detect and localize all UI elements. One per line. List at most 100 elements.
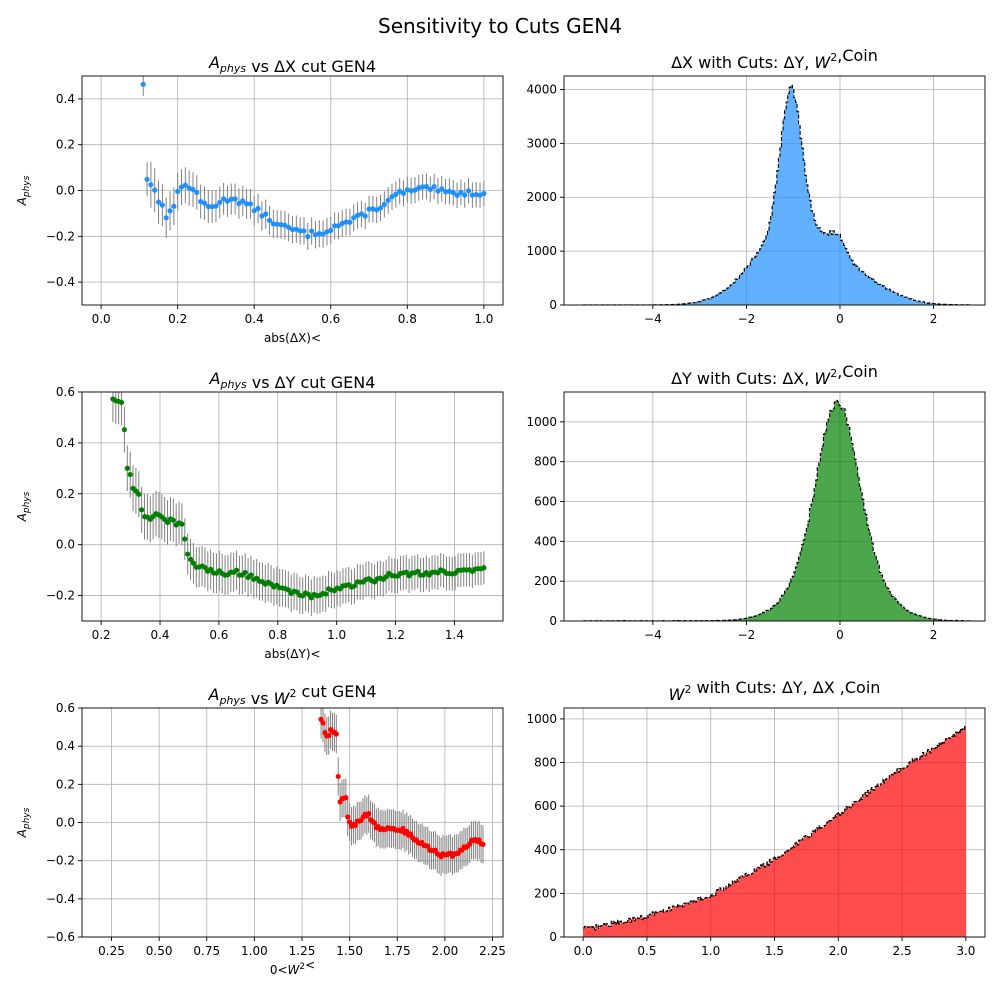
x-tick-label: 3.0 (956, 944, 975, 958)
data-point (371, 820, 378, 826)
data-point (170, 517, 176, 523)
x-tick-label: 0 (836, 628, 844, 642)
figure-title: Sensitivity to Cuts GEN4 (378, 14, 622, 38)
x-tick-label: −4 (644, 312, 662, 326)
y-tick-label: 0.4 (56, 436, 75, 450)
dy-hist-panel: −4 −2 0 2 0 200 400 600 800 1000 ΔY with Cuts: ΔX,… (526, 362, 986, 642)
x-tick-label: 1.0 (327, 628, 346, 642)
data-point (251, 208, 257, 214)
x-tick-label: 0.4 (245, 312, 264, 326)
data-point (381, 201, 387, 207)
data-point (425, 843, 431, 849)
data-point (266, 217, 273, 224)
y-tick-label: 0.2 (56, 487, 75, 501)
y-tick-label: 0.0 (56, 538, 75, 552)
aphys-vs-w2-plot-area (318, 708, 486, 876)
aphys-vs-dy-panel: 0.2 0.4 0.6 0.8 1.0 1.2 1.4 −0.2 0.0 0.2 0.4 0.6 Aph… (15, 369, 504, 661)
y-tick-label: 2000 (526, 190, 557, 204)
x-tick-label: 0 (836, 312, 844, 326)
x-tick-label: −2 (738, 312, 756, 326)
data-point (208, 566, 214, 572)
y-tick-label: 0 (549, 298, 557, 312)
data-point (328, 227, 334, 233)
y-tick-label: 0.2 (56, 138, 75, 152)
x-tick-label: 1.50 (336, 944, 363, 958)
data-point (343, 794, 349, 801)
x-axis-label: abs(ΔX)< (264, 331, 321, 345)
y-tick-label: 200 (534, 574, 557, 588)
data-point (345, 814, 351, 820)
data-point (403, 569, 409, 575)
data-point (323, 591, 329, 597)
data-point (164, 519, 171, 526)
data-point (412, 187, 418, 193)
data-point (263, 211, 269, 217)
chart-title: W2 with Cuts: ΔY, ΔX ,Coin (669, 678, 881, 704)
x-tick-label: 2.0 (829, 944, 848, 958)
y-tick-label: 800 (534, 756, 557, 770)
x-tick-label: 0.50 (146, 944, 173, 958)
data-point (242, 569, 248, 576)
data-point (450, 190, 456, 196)
data-point (221, 196, 227, 202)
data-point (118, 399, 125, 406)
y-tick-label: 1000 (526, 244, 557, 258)
data-point (305, 591, 312, 597)
data-point (415, 568, 421, 574)
y-tick-label: −0.6 (46, 930, 75, 944)
data-point (366, 811, 372, 817)
data-point (442, 189, 449, 195)
y-axis-label: Aphys (15, 175, 32, 206)
data-point (278, 222, 284, 228)
data-point (240, 198, 246, 204)
data-point (124, 465, 130, 471)
data-point (205, 203, 211, 210)
data-point (248, 572, 254, 578)
data-point (389, 194, 395, 200)
data-point (462, 192, 468, 198)
x-tick-label: 1.00 (241, 944, 268, 958)
data-point (179, 521, 185, 527)
data-point (458, 189, 464, 195)
x-tick-label: −2 (738, 628, 756, 642)
y-tick-label: 0.6 (56, 701, 75, 715)
data-point (347, 219, 353, 225)
w2-hist-plot-area (583, 725, 966, 937)
data-point (465, 188, 472, 194)
data-point (393, 191, 399, 197)
x-axis-label: abs(ΔY)< (264, 647, 320, 661)
chart-title: ΔX with Cuts: ΔY, W2,Coin (671, 46, 878, 72)
axes-frame (81, 391, 504, 622)
chart-title: Aphys vs ΔX cut GEN4 (208, 53, 376, 76)
data-point (140, 81, 146, 87)
x-tick-label: 0.2 (168, 312, 187, 326)
data-point (201, 200, 208, 206)
data-point (435, 188, 441, 194)
data-point (385, 197, 391, 203)
x-tick-label: 2.5 (893, 944, 912, 958)
data-point (121, 427, 128, 433)
chart-title: Aphys vs ΔY cut GEN4 (209, 369, 376, 392)
data-point (473, 191, 479, 198)
y-tick-label: −0.2 (46, 854, 75, 868)
data-point (190, 186, 196, 193)
data-point (404, 828, 410, 834)
x-tick-label: 1.0 (474, 312, 493, 326)
x-tick-label: 2 (930, 628, 938, 642)
x-tick-label: 0.6 (321, 312, 340, 326)
x-tick-label: 0.0 (574, 944, 593, 958)
x-tick-label: 2.25 (479, 944, 506, 958)
data-point (420, 184, 426, 190)
data-point (282, 222, 288, 228)
data-point (255, 205, 261, 212)
data-point (182, 182, 188, 188)
data-point (194, 189, 200, 196)
y-tick-label: 0.2 (56, 777, 75, 791)
x-tick-label: 1.5 (765, 944, 784, 958)
aphys-vs-dx-panel: 0.0 0.2 0.4 0.6 0.8 1.0 −0.4 −0.2 0.0 0.2 0.4 Aphys… (15, 53, 504, 345)
data-point (347, 819, 353, 825)
dy-hist-plot-area (582, 399, 971, 621)
y-tick-label: −0.2 (46, 229, 75, 243)
data-point (289, 226, 296, 233)
data-point (326, 732, 332, 739)
